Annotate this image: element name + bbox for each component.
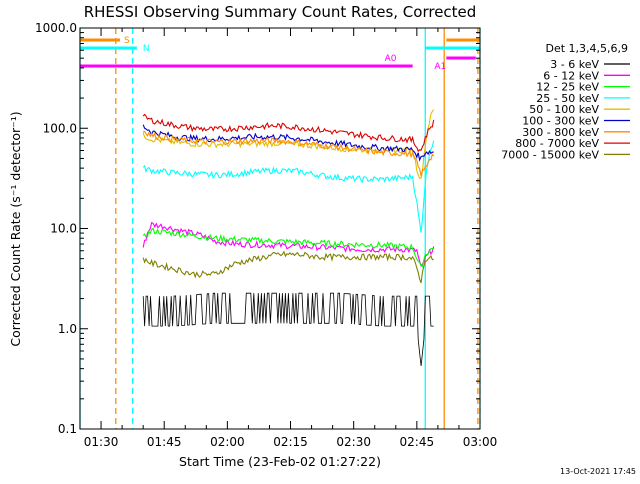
marker-a1-label: A1 (434, 62, 446, 72)
series-line-1 (142, 221, 435, 268)
x-tick-label-4: 02:30 (336, 435, 371, 449)
marker-n-label: N (143, 44, 150, 54)
x-tick-label-3: 02:15 (273, 435, 308, 449)
series-line-0 (142, 292, 434, 367)
legend-label-8: 7000 - 15000 keV (501, 148, 599, 161)
x-axis-label: Start Time (23-Feb-02 01:27:22) (179, 454, 381, 469)
legend-label-7: 800 - 7000 keV (515, 137, 599, 150)
legend-label-5: 100 - 300 keV (522, 115, 599, 128)
y-tick-label-2: 10.0 (50, 222, 77, 236)
series-line-3 (142, 140, 435, 233)
state-markers: S N A0 A1 (80, 36, 480, 72)
x-tick-label-6: 03:00 (463, 435, 498, 449)
series-line-6 (143, 130, 435, 177)
x-tick-label-0: 01:30 (84, 435, 119, 449)
axes: 0.1 1.0 10.0 100.0 1000.0 01:30 01:45 02:00 02:1… (35, 21, 497, 449)
x-tick-label-2: 02:00 (210, 435, 245, 449)
marker-a0-label: A0 (385, 54, 397, 64)
marker-s-label: S (124, 36, 130, 46)
y-tick-label-1: 1.0 (58, 322, 77, 336)
x-tick-label-5: 02:45 (400, 435, 435, 449)
series-line-5 (142, 124, 434, 162)
series-line-4 (142, 109, 435, 179)
series-lines (142, 109, 435, 367)
chart-title: RHESSI Observing Summary Count Rates, Co… (84, 3, 477, 21)
y-tick-label-4: 1000.0 (35, 21, 77, 35)
series-line-7 (142, 113, 435, 153)
legend-label-2: 12 - 25 keV (536, 81, 599, 94)
legend-label-3: 25 - 50 keV (536, 92, 599, 105)
legend-label-1: 6 - 12 keV (543, 69, 599, 82)
series-line-8 (142, 250, 434, 284)
y-tick-label-3: 100.0 (43, 121, 77, 135)
legend-title: Det 1,3,4,5,6,9 (545, 42, 628, 55)
legend-label-0: 3 - 6 keV (550, 58, 599, 71)
legend-label-4: 50 - 100 keV (529, 103, 599, 116)
series-line-2 (142, 227, 434, 268)
legend-label-6: 300 - 800 keV (522, 126, 599, 139)
y-tick-label-0: 0.1 (58, 422, 77, 436)
x-tick-label-1: 01:45 (147, 435, 182, 449)
y-axis-label: Corrected Count Rate (s⁻¹ detector⁻¹) (8, 111, 23, 346)
footer-date: 13-Oct-2021 17:45 (560, 467, 636, 476)
